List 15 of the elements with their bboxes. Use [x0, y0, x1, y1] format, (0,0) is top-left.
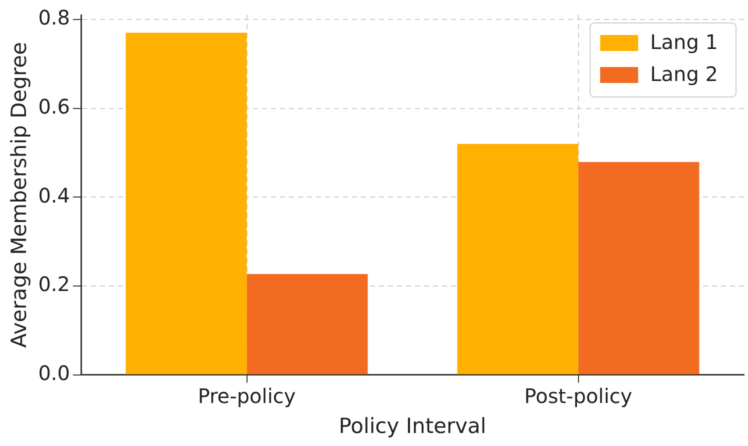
bar	[246, 274, 368, 374]
bar	[126, 32, 247, 374]
x-tick-label: Post-policy	[524, 384, 632, 408]
bar	[578, 162, 700, 374]
y-axis-title: Average Membership Degree	[7, 42, 32, 348]
x-tick-label: Pre-policy	[198, 384, 296, 408]
bar	[457, 144, 578, 374]
y-tick-label: 0.0	[38, 361, 70, 386]
y-tick-label: 0.8	[38, 6, 70, 30]
y-tick-label: 0.6	[38, 94, 70, 118]
y-tick-label: 0.4	[38, 183, 70, 208]
legend-label: Lang 2	[650, 62, 718, 86]
y-tick-label: 0.2	[38, 272, 70, 296]
x-axis-title: Policy Interval	[338, 414, 486, 438]
legend-label: Lang 1	[650, 30, 718, 54]
